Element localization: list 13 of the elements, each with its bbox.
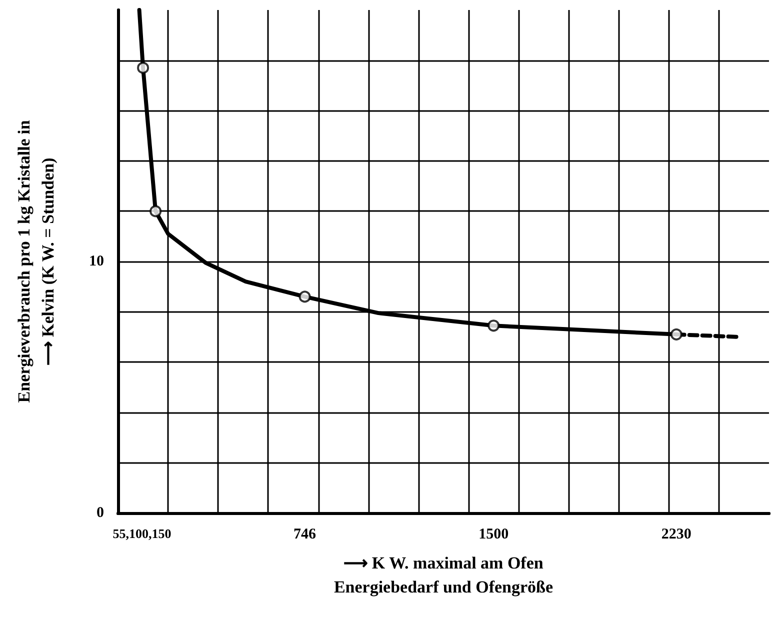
- x-tick-label: 1500: [478, 526, 509, 542]
- point: [488, 320, 500, 332]
- y-tick-label: 10: [89, 254, 104, 270]
- point: [670, 328, 682, 340]
- text: 55,100,150: [112, 526, 172, 541]
- x-tick-label: 746: [294, 526, 317, 542]
- y-axis-title: Energieverbrauch pro 1 kg Kristalle in ⟶ Kelvin (K W. = Stunden): [14, 120, 58, 403]
- point: [137, 62, 150, 74]
- y-tick-label: 0: [96, 505, 104, 521]
- x-axis-title: ⟶ K W. maximal am Ofen Energiebedarf und Ofengröße: [334, 554, 554, 596]
- point: [150, 205, 162, 218]
- x-tick-label: 2230: [661, 526, 692, 542]
- point: [298, 290, 311, 303]
